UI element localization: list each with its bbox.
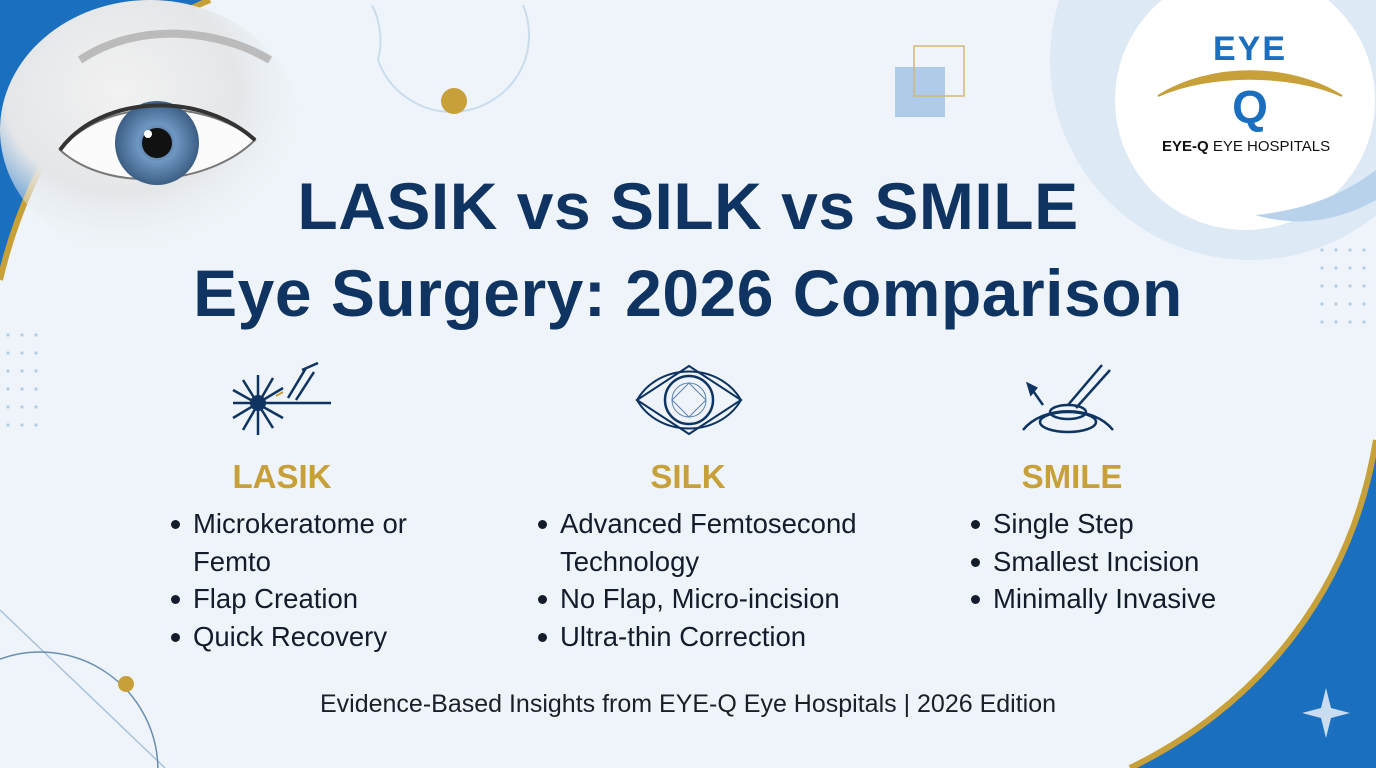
page-title-line-2: Eye Surgery: 2026 Comparison (193, 256, 1183, 330)
eye-diamond-icon (635, 364, 743, 436)
logo-mark-q: Q (1232, 81, 1268, 133)
laser-icon (232, 361, 331, 435)
footer-tagline: Evidence-Based Insights from EYE-Q Eye H… (319, 690, 1057, 718)
column-heading-smile: SMILE (1021, 458, 1123, 495)
page-title-line-1: LASIK vs SILK vs SMILE (297, 169, 1079, 243)
silk-bullet-list: Advanced Femtosecond Technology No Flap,… (536, 505, 916, 655)
list-item: No Flap, Micro-incision (536, 580, 916, 618)
lenticule-extraction-icon (1022, 364, 1114, 434)
list-item: Smallest Incision (969, 543, 1289, 581)
list-item: Quick Recovery (169, 618, 429, 656)
smile-bullet-list: Single Step Smallest Incision Minimally … (969, 505, 1289, 618)
logo-suffix: EYE HOSPITALS (1212, 138, 1331, 155)
logo: EYE Q (1150, 28, 1350, 168)
list-item: Single Step (969, 505, 1289, 543)
logo-mark-eye: EYE (1212, 30, 1288, 68)
list-item: Advanced Femtosecond Technology (536, 505, 916, 580)
list-item: Flap Creation (169, 580, 429, 618)
eye-photo (0, 0, 300, 260)
column-heading-silk: SILK (650, 458, 726, 495)
logo-wordmark: EYE-Q EYE HOSPITALS (1162, 138, 1330, 155)
logo-brand: EYE-Q (1162, 138, 1209, 155)
list-item: Microkeratome or Femto (169, 505, 429, 580)
logo-arc-icon (1157, 70, 1343, 97)
column-heading-lasik: LASIK (232, 458, 332, 495)
list-item: Minimally Invasive (969, 580, 1289, 618)
lasik-bullet-list: Microkeratome or Femto Flap Creation Qui… (169, 505, 429, 655)
list-item: Ultra-thin Correction (536, 618, 916, 656)
